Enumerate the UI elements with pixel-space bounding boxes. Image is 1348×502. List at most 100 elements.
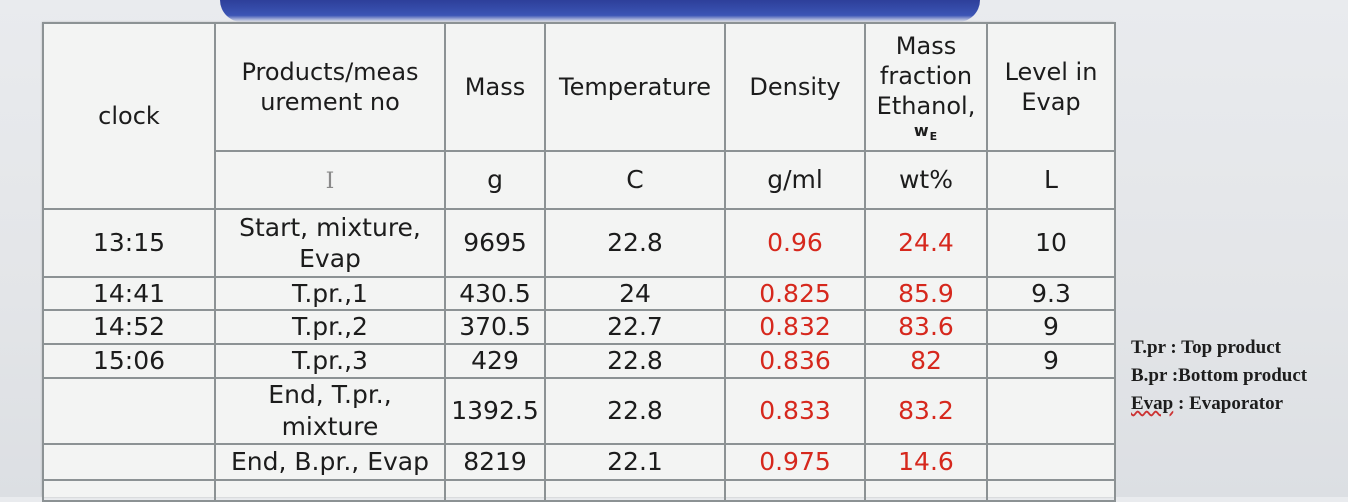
header-mass-fraction-line1: Mass: [895, 31, 957, 60]
cell-product-line1: End, T.pr.,: [268, 380, 392, 410]
cell-mass: 1392.5: [444, 376, 546, 445]
table-row: End, B.pr., Evap 8219 22.1 0.975 14.6: [42, 442, 1116, 481]
header-row: clock Products/meas urement no Mass Temp…: [42, 22, 1116, 210]
unit-mass-fraction: wt%: [864, 150, 988, 210]
legend-evap-word: Evap: [1131, 393, 1174, 414]
unit-level-label: L: [1044, 165, 1058, 195]
header-products-line2: urement no: [260, 88, 400, 116]
cell-mass: 9695: [444, 208, 546, 278]
cell-product-line1: Start, mixture,: [239, 212, 421, 242]
cell-mass-fraction: 82: [864, 342, 988, 379]
header-level-line1: Level in: [1004, 58, 1098, 86]
header-clock: clock: [42, 22, 216, 210]
legend-item-bottom-product: B.pr :Bottom product: [1131, 365, 1308, 386]
cell-density: 0.833: [724, 376, 866, 445]
cell-density: 0.96: [724, 208, 866, 278]
cell-mass-fraction: 83.6: [864, 309, 988, 345]
unit-products: I: [214, 150, 446, 210]
cell-product: T.pr.,2: [214, 309, 446, 345]
header-mass-fraction-line3: Ethanol,: [876, 91, 976, 120]
header-clock-label: clock: [98, 102, 160, 130]
cell-temperature: 24: [544, 275, 726, 312]
units-row: I g C g/ml wt% L: [43, 150, 1116, 210]
cell-level: 9: [986, 342, 1116, 379]
cell-mass: 8219: [444, 442, 546, 481]
header-level-line2: Evap: [1021, 88, 1081, 116]
unit-level: L: [986, 150, 1116, 210]
cell-temperature: 22.8: [544, 376, 726, 445]
table-row: 15:06 T.pr.,3 429 22.8 0.836 82 9: [42, 342, 1116, 379]
cell-level: 9: [986, 309, 1116, 345]
empty-cell: [42, 478, 216, 502]
empty-cell: [444, 478, 546, 502]
header-products: Products/meas urement no: [214, 22, 446, 152]
header-mass: Mass: [444, 22, 546, 152]
cell-mass: 430.5: [444, 275, 546, 312]
cell-level: 10: [986, 208, 1116, 278]
abbreviation-legend: T.pr : Top product B.pr :Bottom product …: [1131, 334, 1346, 418]
legend-evap-rest: : Evaporator: [1173, 393, 1284, 414]
empty-cell: [544, 478, 726, 502]
cell-mass-fraction: 24.4: [864, 208, 988, 278]
cell-density: 0.975: [724, 442, 866, 481]
cell-level: 9.3: [986, 275, 1116, 312]
cell-mass-fraction: 83.2: [864, 376, 988, 445]
cell-clock: 14:52: [42, 309, 216, 345]
unit-temperature-label: C: [626, 165, 644, 195]
top-decorative-band: [220, 0, 980, 22]
header-temperature-label: Temperature: [558, 73, 712, 101]
cell-temperature: 22.1: [544, 442, 726, 481]
cell-product: End, B.pr., Evap: [214, 442, 446, 481]
measurement-table-container: clock Products/meas urement no Mass Temp…: [42, 22, 1116, 502]
header-mass-fraction: Mass fraction Ethanol, wE: [864, 22, 988, 152]
cell-clock: [42, 442, 216, 481]
header-level: Level in Evap: [986, 22, 1116, 152]
cell-mass: 370.5: [444, 309, 546, 345]
cell-temperature: 22.8: [544, 208, 726, 278]
unit-mass-fraction-label: wt%: [898, 165, 953, 195]
unit-density: g/ml: [724, 150, 866, 210]
cell-temperature: 22.7: [544, 309, 726, 345]
mass-fraction-subscript: E: [929, 129, 939, 143]
unit-mass-label: g: [487, 165, 503, 195]
cell-temperature: 22.8: [544, 342, 726, 379]
cell-product: T.pr.,3: [214, 342, 446, 379]
table-row: 14:52 T.pr.,2 370.5 22.7 0.832 83.6 9: [42, 309, 1116, 345]
cell-product: End, T.pr., mixture: [214, 376, 446, 445]
cell-level: [986, 376, 1116, 445]
cell-product: Start, mixture, Evap: [214, 208, 446, 278]
table-row: End, T.pr., mixture 1392.5 22.8 0.833 83…: [42, 376, 1116, 445]
cell-mass-fraction: 85.9: [864, 275, 988, 312]
empty-cell: [986, 478, 1116, 502]
unit-mass: g: [444, 150, 546, 210]
table-row: 14:41 T.pr.,1 430.5 24 0.825 85.9 9.3: [42, 275, 1116, 312]
empty-row: [42, 478, 1116, 502]
unit-temperature: C: [544, 150, 726, 210]
cell-density: 0.836: [724, 342, 866, 379]
measurement-table: clock Products/meas urement no Mass Temp…: [42, 22, 1116, 502]
cell-level: [986, 442, 1116, 481]
cell-product-line2: Evap: [299, 244, 361, 273]
cell-clock: 14:41: [42, 275, 216, 312]
cell-mass-fraction: 14.6: [864, 442, 988, 481]
legend-item-top-product: T.pr : Top product: [1131, 337, 1281, 358]
cell-mass: 429: [444, 342, 546, 379]
header-density-label: Density: [749, 73, 841, 101]
empty-cell: [214, 478, 446, 502]
cell-clock: 15:06: [42, 342, 216, 379]
text-cursor-icon: I: [325, 169, 335, 195]
empty-cell: [864, 478, 988, 502]
legend-item-evaporator: Evap : Evaporator: [1131, 390, 1346, 418]
cell-product: T.pr.,1: [214, 275, 446, 312]
header-mass-fraction-symbol: wE: [913, 120, 939, 143]
header-mass-fraction-line2: fraction: [879, 61, 973, 90]
header-temperature: Temperature: [544, 22, 726, 152]
cell-product-line2: mixture: [281, 411, 379, 441]
cell-density: 0.832: [724, 309, 866, 345]
header-mass-label: Mass: [464, 73, 526, 101]
cell-clock: [42, 376, 216, 445]
table-row: 13:15 Start, mixture, Evap 9695 22.8 0.9…: [42, 208, 1116, 278]
unit-density-label: g/ml: [767, 165, 823, 195]
header-density: Density: [724, 22, 866, 152]
empty-cell: [724, 478, 866, 502]
